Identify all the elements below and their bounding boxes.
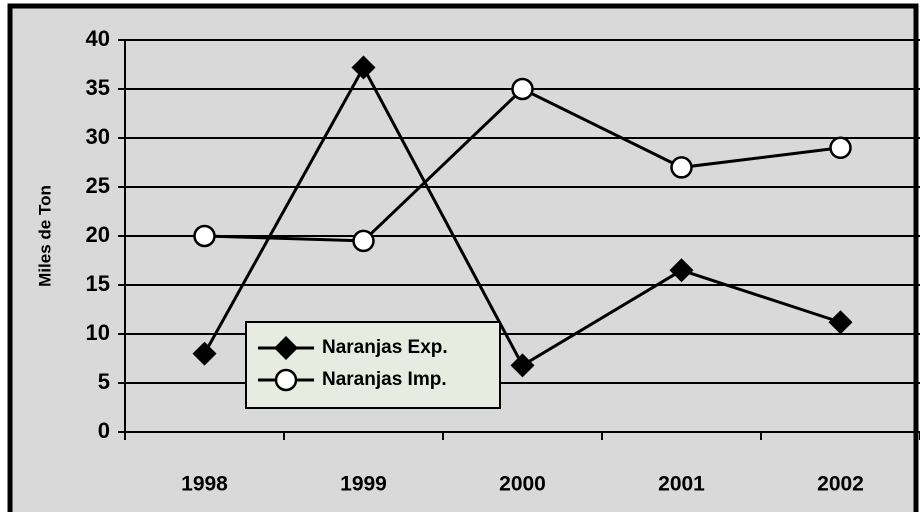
chart-frame <box>7 3 919 512</box>
y-tick-label: 15 <box>86 271 110 296</box>
x-tick-label: 1999 <box>340 473 387 496</box>
y-tick-label: 40 <box>86 26 110 51</box>
y-tick-label: 35 <box>86 75 110 100</box>
legend-label: Naranjas Exp. <box>322 337 448 358</box>
legend-label: Naranjas Imp. <box>322 369 447 390</box>
x-tick-label: 2000 <box>499 473 546 496</box>
data-point <box>829 136 852 160</box>
y-tick-label: 30 <box>86 124 110 149</box>
legend-box <box>245 321 501 409</box>
data-point <box>352 229 375 253</box>
data-point <box>193 224 216 248</box>
data-point <box>351 55 376 80</box>
y-tick-label: 20 <box>86 222 110 247</box>
y-axis-label: Miles de Ton <box>35 185 54 287</box>
x-tick-label: 2001 <box>658 473 705 496</box>
x-tick-label: 2002 <box>817 473 864 496</box>
legend-marker <box>274 336 298 360</box>
data-point <box>511 77 534 101</box>
legend-marker <box>274 368 298 392</box>
data-point <box>192 341 217 366</box>
data-point <box>828 310 853 335</box>
x-tick-label: 1998 <box>181 473 228 496</box>
data-point <box>510 353 535 378</box>
y-tick-label: 10 <box>86 320 110 345</box>
y-tick-label: 5 <box>98 369 110 394</box>
y-tick-label: 0 <box>98 418 110 443</box>
y-tick-label: 25 <box>86 173 110 198</box>
data-point <box>669 258 694 283</box>
data-point <box>670 156 693 179</box>
